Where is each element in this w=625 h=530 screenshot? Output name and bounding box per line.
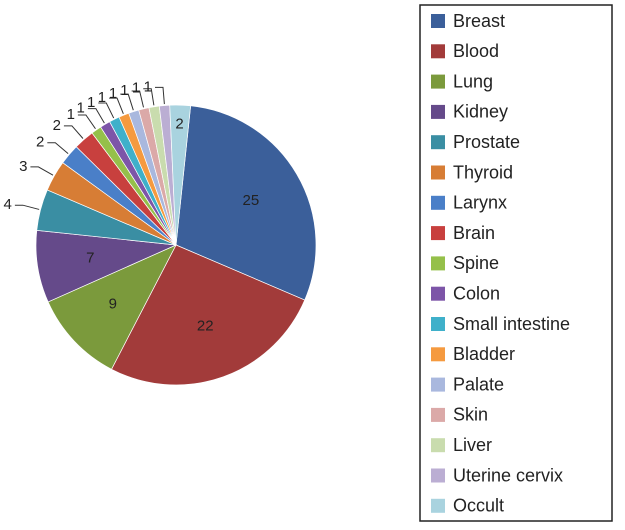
leader-line	[131, 90, 144, 108]
leader-line	[154, 86, 165, 105]
legend-label: Larynx	[453, 193, 507, 213]
pie-slice	[175, 105, 317, 301]
leader-line	[47, 142, 69, 154]
leader-line	[98, 102, 115, 119]
slice-label: 1	[109, 85, 117, 102]
slice-label: 25	[243, 192, 260, 209]
pie-slice	[47, 244, 177, 370]
legend-label: Palate	[453, 374, 504, 394]
legend-label: Skin	[453, 405, 488, 425]
legend-swatch	[431, 195, 445, 210]
legend-label: Prostate	[453, 132, 520, 152]
legend-label: Kidney	[453, 102, 508, 122]
slice-label: 1	[144, 78, 152, 95]
legend-swatch	[431, 256, 445, 271]
leader-line	[143, 88, 155, 106]
legend-label: Breast	[453, 11, 505, 31]
legend-label: Blood	[453, 41, 499, 61]
legend-label: Thyroid	[453, 162, 513, 182]
slice-label: 7	[86, 250, 94, 267]
slice-label: 1	[87, 94, 95, 111]
legend-swatch	[431, 135, 445, 150]
legend-swatch	[431, 44, 445, 59]
legend-swatch	[431, 438, 445, 453]
slice-label: 9	[109, 295, 117, 312]
legend-label: Uterine cervix	[453, 465, 563, 485]
leader-line	[63, 125, 84, 139]
leader-line	[77, 114, 96, 130]
slice-label: 4	[4, 196, 12, 213]
legend-swatch	[431, 165, 445, 180]
legend-label: Brain	[453, 223, 495, 243]
leader-line	[109, 97, 124, 114]
pie-slice	[111, 244, 306, 386]
legend-swatch	[431, 104, 445, 119]
slice-label: 1	[132, 80, 140, 97]
slice-label: 1	[67, 106, 75, 123]
legend-swatch	[431, 498, 445, 513]
legend-swatch	[431, 286, 445, 301]
legend-swatch	[431, 14, 445, 28]
legend-label: Small intestine	[453, 314, 570, 334]
legend-swatch	[431, 347, 445, 362]
legend-label: Lung	[453, 71, 493, 91]
legend-label: Spine	[453, 253, 499, 273]
legend-label: Colon	[453, 283, 500, 303]
slice-label: 1	[98, 89, 106, 106]
slice-label: 1	[120, 82, 128, 99]
slice-label: 3	[19, 158, 27, 175]
legend-label: Liver	[453, 435, 492, 455]
legend-swatch	[431, 74, 445, 89]
slice-label: 2	[175, 116, 183, 133]
slice-label: 2	[53, 117, 61, 134]
slice-label: 1	[77, 100, 85, 117]
leader-line	[87, 108, 105, 124]
legend-swatch	[431, 226, 445, 241]
leader-line	[30, 166, 54, 176]
pie-slice	[169, 104, 192, 246]
leader-line	[14, 204, 40, 210]
legend-swatch	[431, 468, 445, 483]
legend-swatch	[431, 407, 445, 422]
legend-box	[419, 4, 613, 522]
slice-label: 22	[197, 318, 214, 335]
slice-label: 2	[36, 134, 44, 151]
legend-label: Occult	[453, 496, 504, 516]
leader-line	[120, 93, 134, 111]
legend-swatch	[431, 317, 445, 331]
legend-swatch	[431, 377, 445, 392]
legend-label: Bladder	[453, 344, 515, 364]
